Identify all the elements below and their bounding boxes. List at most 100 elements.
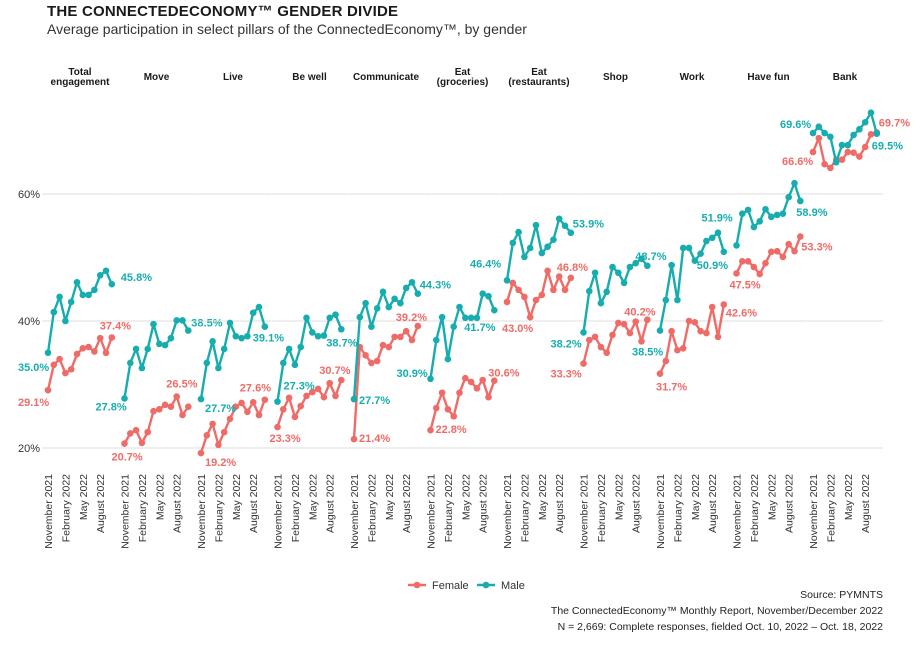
male-point — [73, 278, 81, 286]
panel-title: Shop — [603, 72, 628, 83]
x-tick-label: May 2022 — [384, 474, 396, 520]
x-tick-label: February 2022 — [213, 474, 225, 542]
female-point — [203, 432, 211, 439]
report-line: The ConnectedEconomy™ Monthly Report, No… — [550, 605, 883, 617]
y-tick-label: 40% — [18, 316, 40, 328]
male-point — [197, 395, 205, 403]
male-point — [438, 313, 446, 321]
male-point — [244, 332, 251, 340]
female-point — [580, 360, 587, 367]
x-tick-label: May 2022 — [613, 474, 625, 520]
female-point — [373, 357, 381, 365]
male-point — [668, 261, 675, 269]
female-point — [603, 349, 610, 357]
female-point — [662, 357, 670, 365]
female-last-label: 42.6% — [726, 307, 757, 319]
female-point — [67, 365, 75, 373]
male-last-label: 45.8% — [121, 272, 152, 284]
female-point — [503, 298, 511, 306]
x-tick-label: November 2021 — [43, 474, 55, 549]
female-point — [779, 253, 787, 261]
female-point — [50, 361, 58, 369]
male-point — [591, 269, 599, 277]
male-point — [368, 323, 375, 331]
female-line — [429, 376, 496, 431]
x-tick-label: February 2022 — [596, 474, 608, 542]
x-tick-label: August 2022 — [95, 474, 107, 533]
male-point — [373, 305, 381, 312]
male-first-label: 38.5% — [632, 347, 663, 359]
male-point — [768, 213, 775, 221]
male-point — [739, 210, 746, 217]
female-point — [768, 248, 775, 256]
female-point — [215, 441, 222, 449]
male-point — [632, 259, 639, 267]
x-tick-label: February 2022 — [366, 474, 378, 542]
male-point — [720, 248, 728, 256]
male-last-label: 41.7% — [464, 322, 495, 334]
female-point — [467, 378, 475, 386]
female-point — [733, 270, 740, 277]
male-first-label: 38.2% — [551, 338, 582, 350]
male-point — [309, 329, 316, 336]
female-point — [179, 411, 186, 419]
female-point — [756, 270, 763, 278]
female-point — [674, 346, 681, 354]
male-point — [144, 345, 151, 353]
male-point — [96, 271, 104, 279]
female-point — [379, 341, 387, 349]
x-tick-label: August 2022 — [248, 474, 260, 533]
female-first-label: 66.6% — [782, 156, 813, 168]
female-point — [785, 240, 792, 248]
male-point — [226, 319, 234, 327]
male-point — [332, 311, 339, 318]
male-point — [526, 244, 534, 252]
female-point — [185, 403, 192, 411]
panel-title: Have fun — [747, 72, 789, 83]
male-point — [320, 332, 328, 339]
female-point — [856, 153, 863, 160]
female-point — [309, 388, 316, 396]
male-first-label: 46.4% — [470, 258, 501, 270]
male-point — [91, 286, 98, 294]
female-line — [658, 304, 725, 375]
female-last-label: 26.5% — [166, 379, 197, 391]
panel-title: engagement — [51, 77, 111, 88]
x-tick-label: May 2022 — [231, 474, 243, 520]
male-point — [215, 364, 222, 372]
sample-line: N = 2,669: Complete responses, fielded O… — [557, 621, 883, 633]
male-point — [167, 334, 175, 342]
female-point — [91, 348, 98, 355]
male-point — [674, 296, 681, 304]
x-tick-label: August 2022 — [325, 474, 337, 533]
female-point — [450, 412, 458, 420]
female-point — [320, 393, 328, 401]
female-point — [555, 273, 563, 280]
male-point — [414, 290, 422, 297]
male-point — [356, 313, 364, 321]
male-point — [679, 244, 687, 252]
female-first-label: 23.3% — [270, 433, 301, 445]
male-point — [479, 290, 487, 297]
female-point — [685, 317, 693, 325]
x-tick-label: November 2021 — [349, 474, 361, 549]
x-tick-label: February 2022 — [519, 474, 531, 542]
female-point — [815, 134, 823, 142]
female-point — [797, 233, 804, 240]
female-point — [609, 331, 616, 339]
male-point — [555, 215, 563, 223]
male-point — [44, 349, 52, 357]
male-point — [132, 345, 140, 353]
x-tick-label: November 2021 — [502, 474, 514, 549]
male-point — [408, 278, 416, 286]
female-point — [544, 267, 551, 275]
x-tick-label: August 2022 — [478, 474, 490, 533]
male-first-label: 27.8% — [96, 401, 127, 413]
female-point — [62, 369, 69, 377]
male-last-label: 44.3% — [420, 280, 451, 292]
male-point — [261, 323, 269, 331]
female-first-label: 22.8% — [436, 424, 467, 436]
female-point — [714, 333, 722, 341]
female-point — [479, 376, 487, 384]
